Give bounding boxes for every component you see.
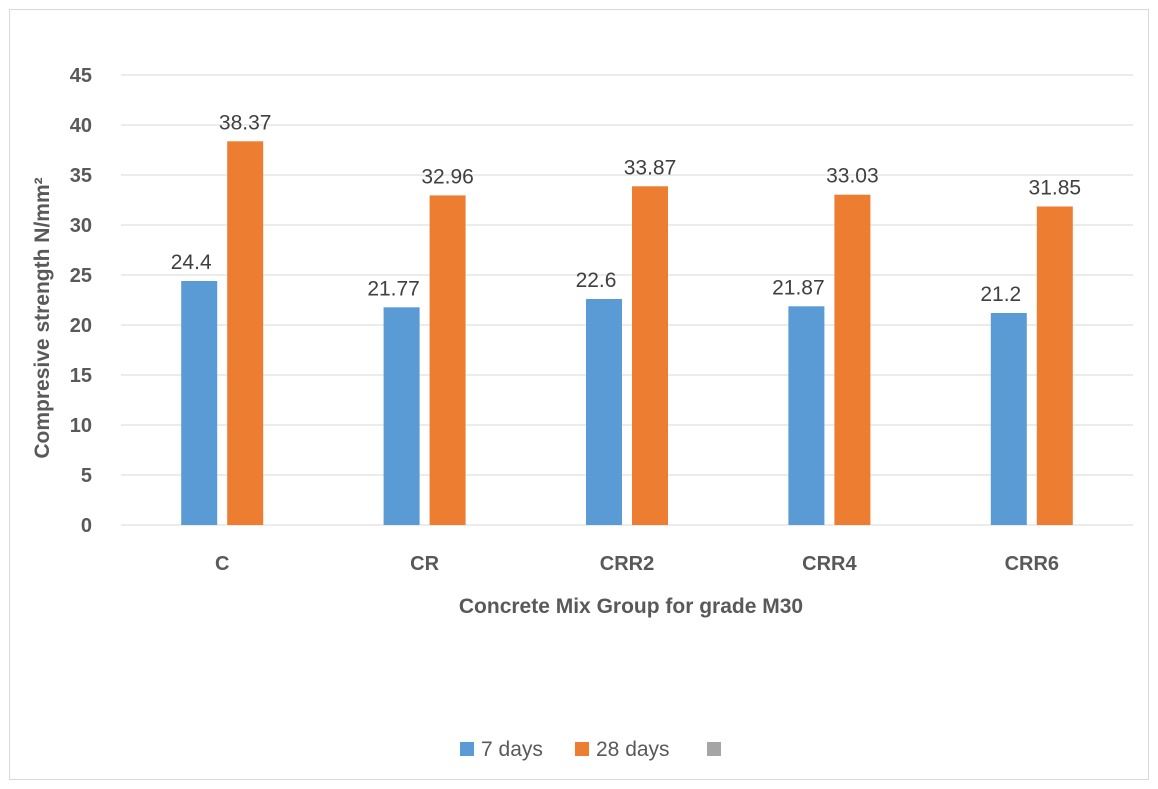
- y-tick-label: 10: [70, 415, 92, 437]
- data-labels-layer: 24.4 38.37 21.77 32.96 22.6 33.87 21.87 33.03 21…: [171, 111, 1081, 306]
- y-axis-title: Compresive strength N/mm²: [31, 177, 54, 458]
- legend-label: 7 days: [481, 738, 543, 761]
- data-label: 22.6: [576, 269, 617, 292]
- y-tick-label: 35: [70, 165, 92, 187]
- data-label: 24.4: [171, 251, 212, 274]
- legend-label: 28 days: [596, 738, 670, 761]
- y-tick-label: 30: [70, 215, 92, 237]
- bar-0-2: [586, 299, 622, 525]
- bar-1-2: [632, 186, 668, 526]
- bar-1-4: [1036, 206, 1073, 525]
- data-label: 33.87: [624, 156, 677, 179]
- data-label: 33.03: [826, 165, 879, 188]
- y-tick-label: 45: [70, 65, 92, 87]
- x-tick-label: CR: [410, 553, 439, 575]
- legend-swatch: [707, 742, 721, 756]
- x-axis-title: Concrete Mix Group for grade M30: [459, 595, 803, 618]
- bars-layer: [181, 141, 1073, 526]
- bar-1-3: [834, 194, 871, 525]
- legend-swatch: [460, 742, 474, 756]
- bar-1-0: [227, 141, 264, 526]
- bar-1-1: [429, 195, 466, 525]
- x-tick-label: CRR4: [802, 553, 857, 575]
- data-label: 31.85: [1029, 177, 1082, 200]
- bar-0-0: [181, 281, 218, 525]
- data-label: 21.2: [980, 283, 1021, 306]
- legend-swatch: [575, 742, 589, 756]
- data-label: 21.77: [367, 277, 420, 300]
- x-tick-label: CRR2: [600, 553, 654, 575]
- data-label: 38.37: [219, 111, 272, 134]
- data-label: 32.96: [421, 165, 474, 188]
- bar-0-4: [990, 313, 1027, 525]
- bar-0-1: [383, 307, 420, 525]
- x-tick-label: C: [215, 553, 229, 575]
- bar-0-3: [788, 306, 825, 525]
- x-tick-label: CRR6: [1005, 553, 1059, 575]
- y-tick-label: 15: [70, 365, 92, 387]
- y-tick-label: 5: [81, 465, 92, 487]
- y-tick-label: 20: [70, 315, 92, 337]
- x-axis-ticks: C CR CRR2 CRR4 CRR6: [215, 553, 1059, 575]
- y-tick-label: 40: [70, 115, 92, 137]
- y-axis-ticks: 0 5 10 15 20 25 30 35 40 45: [70, 65, 92, 537]
- y-tick-label: 25: [70, 265, 92, 287]
- data-label: 21.87: [772, 276, 825, 299]
- legend: 7 days 28 days: [460, 738, 721, 761]
- grid-layer: [121, 74, 1133, 526]
- y-tick-label: 0: [81, 515, 92, 537]
